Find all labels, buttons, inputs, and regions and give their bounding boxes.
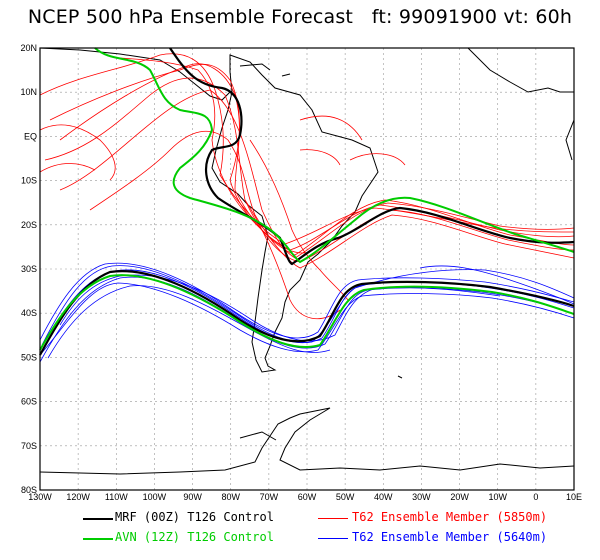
lon-label: 30W xyxy=(412,492,431,502)
lat-label: 10S xyxy=(21,176,37,186)
lon-label: 10W xyxy=(488,492,507,502)
lon-label: 50W xyxy=(336,492,355,502)
lat-label: 60S xyxy=(21,397,37,407)
graticule xyxy=(40,48,574,490)
legend-5850-swatch xyxy=(318,518,348,519)
legend-mrf-swatch xyxy=(83,518,113,520)
legend-5850-label: T62 Ensemble Member (5850m) xyxy=(352,510,548,524)
lon-label: 60W xyxy=(298,492,317,502)
lat-label: 10N xyxy=(20,87,37,97)
avn-control-contours xyxy=(39,47,575,351)
lon-label: 120W xyxy=(66,492,90,502)
lon-label: 40W xyxy=(374,492,393,502)
lon-label: 0 xyxy=(533,492,538,502)
legend-mrf-label: MRF (00Z) T126 Control xyxy=(115,510,274,524)
ensemble-member-5850m-contours xyxy=(39,53,575,319)
lat-label: 80S xyxy=(21,485,37,495)
lat-label: 40S xyxy=(21,308,37,318)
lat-label: 70S xyxy=(21,441,37,451)
lat-label: 50S xyxy=(21,352,37,362)
lat-label: 30S xyxy=(21,264,37,274)
map-title: NCEP 500 hPa Ensemble Forecast ft: 99091… xyxy=(27,6,573,28)
legend-avn-label: AVN (12Z) T126 Control xyxy=(115,530,274,544)
lon-label: 90W xyxy=(183,492,202,502)
coastlines xyxy=(39,47,575,475)
lon-label: 80W xyxy=(221,492,240,502)
lon-label: 130W xyxy=(28,492,52,502)
lon-label: 20W xyxy=(450,492,469,502)
lon-label: 10E xyxy=(566,492,582,502)
lat-label: EQ xyxy=(24,131,37,141)
map-frame xyxy=(39,47,575,491)
legend-5640-swatch xyxy=(318,538,348,539)
lon-label: 100W xyxy=(143,492,167,502)
legend-5640-label: T62 Ensemble Member (5640m) xyxy=(352,530,548,544)
lon-label: 110W xyxy=(105,492,128,502)
legend-avn-swatch xyxy=(83,538,113,540)
lat-label: 20N xyxy=(20,43,37,53)
lat-label: 20S xyxy=(21,220,37,230)
lon-label: 70W xyxy=(260,492,279,502)
